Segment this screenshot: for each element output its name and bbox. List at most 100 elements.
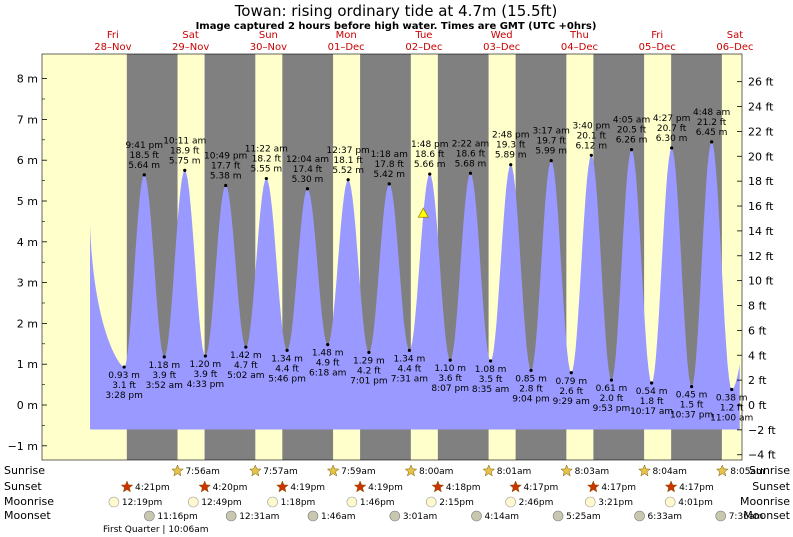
tide-ft: 2.0 ft — [600, 394, 624, 404]
tide-time: 1:18 am — [371, 150, 408, 160]
tide-m: 6.45 m — [696, 128, 728, 138]
tide-ft: 19.3 ft — [496, 141, 526, 151]
sunset-time: 4:19pm — [368, 483, 403, 493]
tide-ft: 4.7 ft — [234, 361, 258, 371]
moonset-time: 6:33am — [648, 512, 683, 522]
tide-ft: 4.4 ft — [275, 364, 299, 374]
tide-ft: 3.1 ft — [112, 381, 136, 391]
y-tick-label-ft: 12 ft — [748, 250, 774, 263]
moonset-time: 3:01am — [403, 512, 438, 522]
tide-point — [670, 146, 674, 150]
tide-m: 1.34 m — [394, 354, 426, 364]
tide-time: 12:37 pm — [327, 146, 370, 156]
tide-time: 10:11 am — [163, 136, 206, 146]
tide-time: 2:22 am — [452, 139, 489, 149]
y-tick-label-m: −1 m — [8, 440, 38, 453]
tide-point — [468, 171, 473, 175]
day-date: 30–Nov — [250, 42, 287, 53]
tide-ft: 20.1 ft — [577, 131, 607, 141]
tide-m: 5.64 m — [128, 161, 160, 171]
tide-time: 3:28 pm — [105, 391, 143, 401]
tide-ft: 21.2 ft — [697, 118, 727, 128]
moonrise-time: 3:21pm — [598, 498, 633, 508]
tide-m: 5.30 m — [292, 175, 324, 185]
y-tick-label-ft: 24 ft — [748, 101, 774, 114]
tide-ft: 4.9 ft — [316, 359, 340, 369]
tide-time: 9:29 am — [553, 397, 590, 407]
moonrise-icon — [425, 496, 437, 508]
moonset-time: 5:25am — [566, 512, 601, 522]
moonrise-icon — [584, 496, 596, 508]
tide-m: 1.29 m — [353, 356, 385, 366]
sunset-time: 4:17pm — [524, 483, 559, 493]
tide-time: 11:00 am — [710, 413, 753, 423]
moonrise-time: 4:01pm — [678, 498, 713, 508]
day-date: 06–Dec — [716, 42, 753, 53]
tide-m: 0.45 m — [676, 391, 708, 401]
tide-point — [569, 371, 573, 375]
y-tick-label-m: 2 m — [17, 317, 38, 330]
moonset-time: 11:16pm — [157, 512, 197, 522]
moon-phase-note: First Quarter | 10:06am — [103, 525, 209, 535]
tide-m: 5.68 m — [455, 159, 487, 169]
moonrise-icon — [267, 496, 278, 508]
day-date: 29–Nov — [172, 42, 209, 53]
tide-point — [428, 172, 432, 176]
tide-m: 1.10 m — [434, 364, 466, 374]
tide-point — [730, 387, 734, 392]
y-axes: 8 m 7 m 6 m 5 m 4 m 3 m 2 m 1 m 0 m −1 m 26 ft 24 f… — [8, 73, 777, 462]
day-labels: Fri28–NovSat29–NovSun30–NovMon01–DecTue0… — [94, 30, 753, 53]
tide-ft: 18.9 ft — [170, 146, 200, 156]
tide-point — [142, 173, 146, 177]
sunset-star-icon — [431, 480, 445, 493]
tide-ft: 18.6 ft — [415, 150, 445, 160]
sunset-time: 4:17pm — [679, 483, 714, 493]
moonrise-icon — [346, 496, 358, 508]
moonset-icon — [552, 510, 564, 522]
moonset-time: 1:46am — [321, 512, 356, 522]
moonrise-time: 2:46pm — [519, 498, 554, 508]
tide-m: 5.42 m — [373, 170, 405, 180]
day-date: 28–Nov — [94, 42, 131, 53]
row-label-moonrise-right: Moonrise — [740, 495, 790, 508]
sunrise-star-icon — [715, 464, 729, 477]
tide-m: 6.30 m — [656, 134, 688, 144]
moonrise-time: 12:19pm — [122, 498, 162, 508]
sunset-star-icon — [198, 480, 212, 493]
sunrise-time: 8:03am — [575, 467, 610, 477]
y-tick-label-m: 0 m — [17, 399, 38, 412]
row-label-sunset-right: Sunset — [752, 480, 790, 493]
day-date: 04–Dec — [561, 42, 598, 53]
tide-m: 1.48 m — [312, 349, 344, 359]
tide-time: 4:33 pm — [187, 380, 225, 390]
tide-ft: 17.4 ft — [293, 165, 323, 175]
day-name: Sun — [259, 30, 278, 41]
sunset-time: 4:19pm — [290, 483, 325, 493]
moonrise-icon — [505, 496, 516, 508]
sunrise-time: 8:01am — [497, 467, 532, 477]
row-label-moonset-left: Moonset — [4, 509, 51, 522]
sunrise-star-icon — [326, 464, 340, 477]
tide-curve — [90, 141, 740, 430]
tide-ft: 2.6 ft — [559, 387, 583, 397]
tide-ft: 18.6 ft — [456, 149, 486, 159]
moonrise-time: 1:18pm — [281, 498, 316, 508]
tide-time: 9:41 pm — [125, 141, 163, 151]
moonset-icon — [471, 510, 482, 522]
tide-area — [90, 141, 740, 430]
tide-m: 5.52 m — [332, 166, 364, 176]
tide-ft: 18.1 ft — [333, 156, 363, 166]
sunset-time: 4:20pm — [213, 483, 248, 493]
tide-time: 12:04 am — [286, 155, 329, 165]
tide-m: 5.38 m — [210, 171, 242, 181]
moonset-icon — [144, 510, 155, 522]
tide-point — [629, 147, 634, 152]
tide-ft: 20.7 ft — [657, 124, 687, 134]
tide-ft: 3.9 ft — [194, 370, 218, 380]
tide-time: 5:46 pm — [268, 374, 306, 384]
moonset-icon — [307, 510, 319, 522]
sunrise-star-icon — [404, 464, 418, 477]
tide-point — [650, 381, 654, 385]
tide-point — [326, 343, 330, 347]
